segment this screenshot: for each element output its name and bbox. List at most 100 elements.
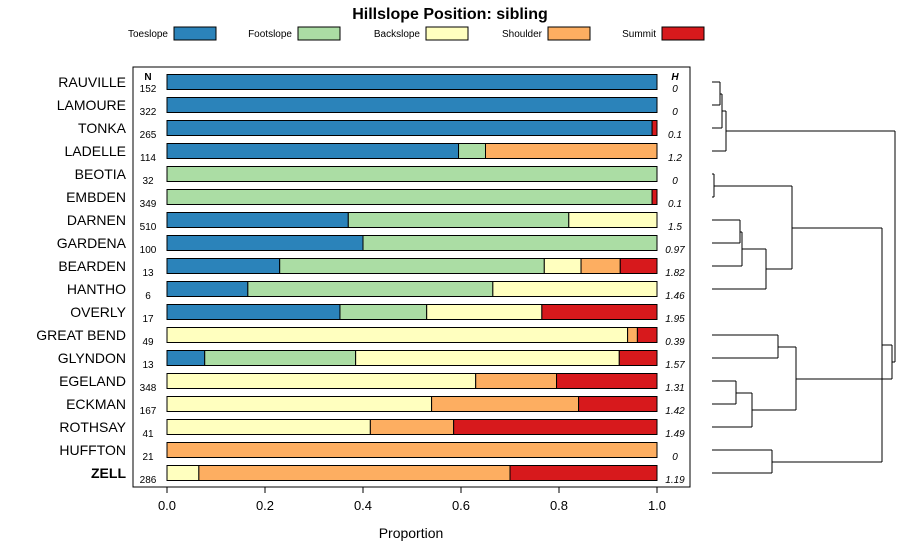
bar-hantho-footslope (247, 281, 494, 297)
dendrogram (712, 81, 896, 474)
bar-glyndon-footslope (204, 350, 357, 366)
bar-overly-summit (541, 304, 658, 320)
h-column-header: H (671, 72, 679, 83)
bar-lamoure-toeslope (166, 97, 658, 113)
legend-swatch-summit (661, 26, 705, 41)
n-value-embden: 349 (140, 199, 157, 210)
bar-ladelle-footslope (458, 143, 486, 159)
bar-rothsay-backslope (166, 419, 371, 435)
h-value-darnen: 1.5 (668, 222, 682, 233)
n-value-rothsay: 41 (142, 429, 154, 440)
legend-label-footslope: Footslope (248, 29, 292, 40)
bar-great-bend-backslope (166, 327, 629, 343)
row-label-hantho: HANTHO (67, 281, 126, 297)
bar-huffton-shoulder (166, 442, 658, 458)
bar-zell-shoulder (198, 465, 511, 481)
n-value-great-bend: 49 (142, 337, 154, 348)
row-label-embden: EMBDEN (66, 189, 126, 205)
n-value-huffton: 21 (142, 452, 154, 463)
bar-gardena-toeslope (166, 235, 364, 251)
bar-darnen-footslope (347, 212, 570, 228)
h-value-huffton: 0 (672, 452, 678, 463)
bar-tonka-toeslope (166, 120, 653, 136)
n-value-ladelle: 114 (140, 153, 156, 164)
bar-ladelle-shoulder (485, 143, 658, 159)
row-label-overly: OVERLY (70, 304, 126, 320)
bar-glyndon-backslope (355, 350, 620, 366)
bar-bearden-toeslope (166, 258, 281, 274)
bar-zell-summit (509, 465, 658, 481)
bar-zell-backslope (166, 465, 200, 481)
bar-beotia-footslope (166, 166, 658, 182)
bar-bearden-shoulder (580, 258, 621, 274)
n-value-hantho: 6 (145, 291, 151, 302)
n-value-beotia: 32 (142, 176, 154, 187)
n-value-overly: 17 (142, 314, 154, 325)
n-value-darnen: 510 (140, 222, 157, 233)
legend-swatch-shoulder (547, 26, 591, 41)
row-label-tonka: TONKA (78, 120, 127, 136)
row-label-rothsay: ROTHSAY (59, 419, 126, 435)
bar-great-bend-summit (636, 327, 658, 343)
row-label-egeland: EGELAND (59, 373, 126, 389)
h-value-eckman: 1.42 (665, 406, 685, 417)
row-label-great-bend: GREAT BEND (36, 327, 126, 343)
n-value-tonka: 265 (140, 130, 157, 141)
chart-rows: RAUVILLE 152 0 LAMOURE 322 0 TONKA 265 0.1 LADELL… (36, 74, 685, 486)
legend-label-summit: Summit (622, 29, 656, 40)
bar-bearden-footslope (279, 258, 545, 274)
legend-swatch-footslope (297, 26, 341, 41)
row-label-huffton: HUFFTON (59, 442, 126, 458)
h-value-glyndon: 1.57 (665, 360, 685, 371)
row-label-lamoure: LAMOURE (57, 97, 126, 113)
bar-rauville-toeslope (166, 74, 658, 90)
legend-label-backslope: Backslope (374, 29, 421, 40)
bar-eckman-summit (578, 396, 658, 412)
legend: Toeslope Footslope Backslope Shoulder Summit (128, 26, 705, 41)
h-value-beotia: 0 (672, 176, 678, 187)
n-value-rauville: 152 (140, 84, 157, 95)
n-value-zell: 286 (140, 475, 157, 486)
legend-swatch-toeslope (173, 26, 217, 41)
bar-ladelle-toeslope (166, 143, 460, 159)
x-tick-label-3: 0.6 (452, 498, 470, 513)
bar-rothsay-shoulder (369, 419, 455, 435)
row-label-beotia: BEOTIA (75, 166, 127, 182)
h-value-egeland: 1.31 (665, 383, 684, 394)
n-value-glyndon: 13 (142, 360, 154, 371)
n-value-bearden: 13 (142, 268, 154, 279)
bar-rothsay-summit (453, 419, 658, 435)
x-tick-label-0: 0.0 (158, 498, 176, 513)
row-label-zell: ZELL (91, 465, 126, 481)
bar-overly-footslope (339, 304, 428, 320)
bar-bearden-backslope (543, 258, 582, 274)
row-label-glyndon: GLYNDON (58, 350, 126, 366)
h-value-great-bend: 0.39 (665, 337, 685, 348)
bar-egeland-shoulder (475, 373, 558, 389)
n-value-egeland: 348 (140, 383, 157, 394)
x-axis-label: Proportion (379, 525, 444, 541)
bar-overly-backslope (426, 304, 543, 320)
bar-embden-summit (651, 189, 658, 205)
legend-label-toeslope: Toeslope (128, 29, 168, 40)
x-axis: 0.0 0.2 0.4 0.6 0.8 1.0 (158, 487, 666, 513)
row-label-gardena: GARDENA (57, 235, 127, 251)
x-tick-label-2: 0.4 (354, 498, 372, 513)
n-value-gardena: 100 (140, 245, 157, 256)
bar-hantho-backslope (492, 281, 658, 297)
bar-glyndon-toeslope (166, 350, 206, 366)
legend-swatch-backslope (425, 26, 469, 41)
bar-bearden-summit (619, 258, 658, 274)
h-value-embden: 0.1 (668, 199, 682, 210)
n-value-lamoure: 322 (140, 107, 157, 118)
row-label-eckman: ECKMAN (66, 396, 126, 412)
bar-eckman-backslope (166, 396, 433, 412)
h-value-rauville: 0 (672, 84, 678, 95)
h-value-gardena: 0.97 (665, 245, 685, 256)
h-value-ladelle: 1.2 (668, 153, 682, 164)
bar-embden-footslope (166, 189, 653, 205)
n-value-eckman: 167 (140, 406, 157, 417)
plot-frame (132, 66, 691, 488)
bar-darnen-toeslope (166, 212, 349, 228)
